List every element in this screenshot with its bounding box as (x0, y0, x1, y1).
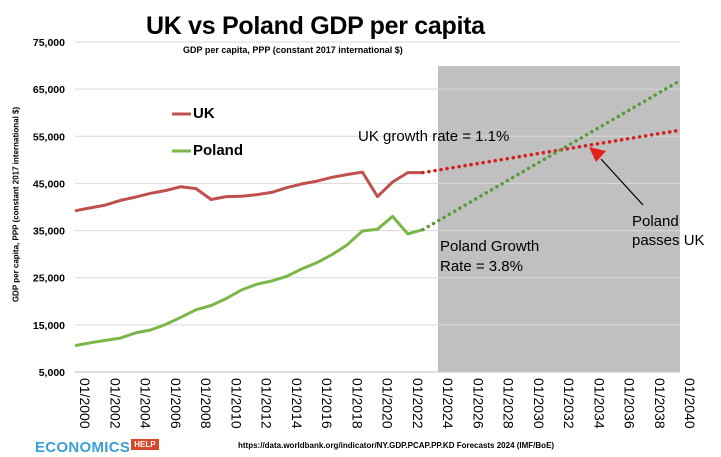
annotation-arrow-line (600, 158, 644, 206)
legend-label-poland: Poland (193, 142, 244, 159)
series-layer (74, 78, 682, 348)
economics-help-logo[interactable]: ECONOMICS HELP (35, 439, 159, 456)
y-tick-labels: 5,000 15,000 25,000 35,000 45,000 55,000 65,00… (33, 37, 65, 379)
chart-title: UK vs Poland GDP per capita (146, 12, 485, 40)
forecast-shaded-region (438, 66, 680, 372)
annotation-poland-growth-line1: Poland Growth (440, 238, 540, 255)
x-tick-label: 01/2020 (380, 378, 396, 429)
annotation-poland-passes-line1: Poland (632, 213, 679, 230)
x-tick-label: 01/2028 (501, 378, 517, 429)
x-tick-label: 01/2030 (531, 378, 547, 429)
annotation-arrow-head (589, 147, 606, 162)
series-line-uk (74, 170, 423, 213)
y-tick-label: 35,000 (33, 226, 65, 238)
x-tick-label: 01/2010 (228, 378, 244, 429)
legend-layer (172, 112, 191, 153)
source-note: https://data.worldbank.org/indicator/NY.… (238, 441, 555, 450)
forecast-shading-layer (438, 66, 680, 372)
legend-label-uk: UK (193, 105, 215, 122)
y-tick-label: 25,000 (33, 273, 65, 285)
x-tick-label: 01/2008 (198, 378, 214, 429)
y-tick-label: 15,000 (33, 320, 65, 332)
x-tick-label: 01/2006 (168, 378, 184, 429)
x-tick-label: 01/2022 (410, 378, 426, 429)
forecast-line-uk (421, 128, 682, 175)
x-tick-label: 01/2012 (259, 378, 275, 429)
y-axis-label: GDP per capita, PPP (constant 2017 inter… (11, 106, 21, 303)
logo-badge: HELP (131, 439, 159, 450)
x-tick-label: 01/2032 (561, 378, 577, 429)
y-tick-label: 45,000 (33, 178, 65, 190)
x-tick-label: 01/2004 (138, 378, 154, 429)
x-tick-label: 01/2014 (289, 378, 305, 429)
annotation-arrow-layer (589, 147, 644, 206)
annotation-poland-growth-line2: Rate = 3.8% (440, 258, 523, 275)
annotation-poland-passes-line2: passes UK (632, 232, 705, 249)
x-tick-label: 01/2018 (349, 378, 365, 429)
annotation-uk-growth-rate: UK growth rate = 1.1% (358, 128, 510, 145)
x-tick-label: 01/2016 (319, 378, 335, 429)
y-tick-label: 65,000 (33, 84, 65, 96)
series-line-poland (74, 214, 424, 348)
x-tick-label: 01/2024 (440, 378, 456, 429)
x-tick-labels: 01/2000 01/2002 01/2004 01/2006 01/2008 01/20… (77, 378, 698, 429)
y-tick-label: 75,000 (33, 37, 65, 49)
x-tick-label: 01/2026 (470, 378, 486, 429)
x-tick-label: 01/2002 (107, 378, 123, 429)
forecast-line-poland (421, 78, 682, 232)
x-tick-label: 01/2040 (682, 378, 698, 429)
x-tick-label: 01/2036 (622, 378, 638, 429)
x-tick-label: 01/2034 (591, 378, 607, 429)
chart-subtitle: GDP per capita, PPP (constant 2017 inter… (183, 45, 403, 55)
logo-text: ECONOMICS (35, 439, 131, 456)
x-tick-label: 01/2038 (652, 378, 668, 429)
y-tick-label: 55,000 (33, 131, 65, 143)
y-tick-label: 5,000 (39, 367, 65, 379)
x-tick-label: 01/2000 (77, 378, 93, 429)
